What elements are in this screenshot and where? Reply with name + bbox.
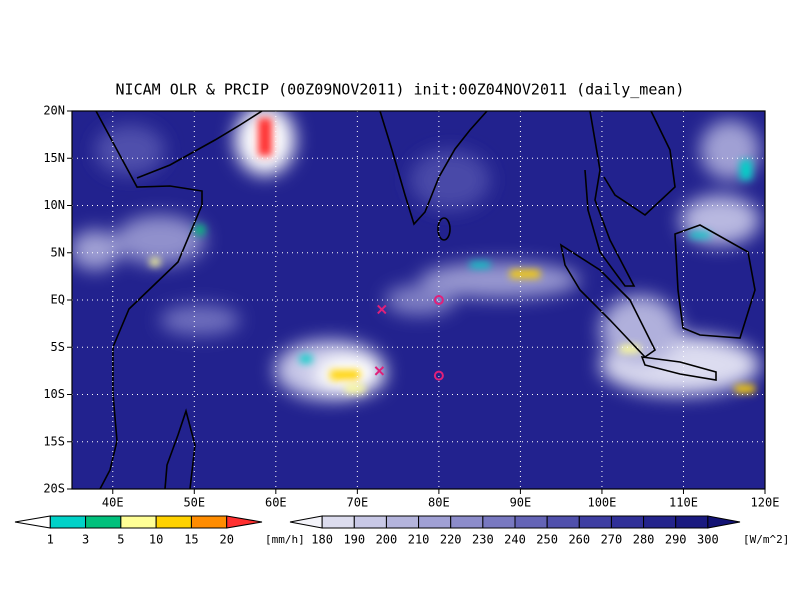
precip-field — [150, 118, 755, 393]
colorbar-segment — [155, 515, 192, 529]
coast-india — [379, 110, 488, 226]
x-tick-label: 70E — [347, 496, 369, 510]
colorbar-segment — [353, 515, 387, 529]
coast-africa — [95, 110, 203, 490]
y-tick-label: 15N — [43, 151, 65, 165]
x-tick-label: 60E — [265, 496, 287, 510]
colorbar-segment — [578, 515, 612, 529]
colorbar-segment — [226, 515, 263, 529]
coastlines — [95, 110, 756, 490]
colorbar-segment — [675, 515, 709, 529]
colorbar-segment — [482, 515, 516, 529]
colorbar-label: 1 — [47, 533, 54, 547]
colorbar-label: 20 — [219, 533, 233, 547]
colorbar-segment — [450, 515, 484, 529]
colorbar-segment — [49, 515, 87, 529]
marker-circle — [433, 370, 444, 381]
coast-sri-lanka — [437, 217, 451, 241]
colorbar-label: 5 — [117, 533, 124, 547]
colorbar-segment — [418, 515, 452, 529]
y-tick-label: 10S — [43, 387, 65, 401]
x-tick-label: 80E — [428, 496, 450, 510]
coast-madagascar — [164, 408, 196, 490]
colorbar-label: 10 — [149, 533, 163, 547]
y-tick-label: 20N — [43, 104, 65, 118]
title: NICAM OLR & PRCIP (00Z09NOV2011) init:00… — [116, 81, 685, 99]
map-field — [72, 111, 765, 489]
colorbar-label: 190 — [343, 533, 365, 547]
colorbar-label: 300 — [697, 533, 719, 547]
colorbar-unit: [mm/h] — [265, 533, 305, 546]
x-tick-label: 40E — [102, 496, 124, 510]
colorbar-segment — [643, 515, 677, 529]
marker-x — [377, 304, 387, 315]
marker-x — [374, 366, 385, 376]
y-tick-label: 15S — [43, 434, 65, 448]
y-tick-label: EQ — [51, 293, 65, 307]
x-tick-label: 90E — [510, 496, 532, 510]
colorbar-unit: [W/m^2] — [743, 533, 789, 546]
colorbar-segment — [610, 515, 645, 529]
colorbar-label: 230 — [472, 533, 494, 547]
colorbar-label: 210 — [408, 533, 430, 547]
colorbar-segment — [85, 515, 122, 529]
marker-circle — [433, 295, 444, 305]
colorbar-segment — [289, 515, 323, 529]
colorbar-label: 250 — [536, 533, 558, 547]
colorbar-label: 290 — [665, 533, 687, 547]
colorbar-label: 15 — [184, 533, 198, 547]
x-tick-label: 50E — [183, 496, 205, 510]
colorbar-segment — [120, 515, 157, 529]
y-tick-label: 5N — [51, 245, 65, 259]
colorbar-label: 200 — [376, 533, 398, 547]
coast-java — [640, 356, 717, 381]
colorbar-segment — [321, 515, 355, 529]
colorbar-segment — [385, 515, 420, 529]
colorbar-label: 3 — [82, 533, 89, 547]
x-tick-label: 120E — [751, 496, 780, 510]
x-tick-label: 100E — [587, 496, 616, 510]
y-tick-label: 20S — [43, 482, 65, 496]
x-tick-label: 110E — [669, 496, 698, 510]
y-tick-label: 5S — [51, 340, 65, 354]
colorbar-label: 220 — [440, 533, 462, 547]
colorbar-segment — [707, 515, 741, 529]
coast-indochina — [603, 110, 676, 217]
colorbar-label: 260 — [568, 533, 590, 547]
coast-arabia — [136, 110, 263, 179]
colorbar-segment — [514, 515, 548, 529]
colorbar-label: 180 — [311, 533, 333, 547]
coast-malaya — [584, 110, 636, 287]
map-frame — [71, 110, 766, 490]
coast-borneo — [674, 224, 756, 339]
colorbar-label: 240 — [504, 533, 526, 547]
colorbar-segment — [546, 515, 580, 529]
colorbar-label: 270 — [601, 533, 623, 547]
colorbar-segment — [190, 515, 228, 529]
colorbar-segment — [14, 515, 51, 529]
colorbar-label: 280 — [633, 533, 655, 547]
y-tick-label: 10N — [43, 198, 65, 212]
